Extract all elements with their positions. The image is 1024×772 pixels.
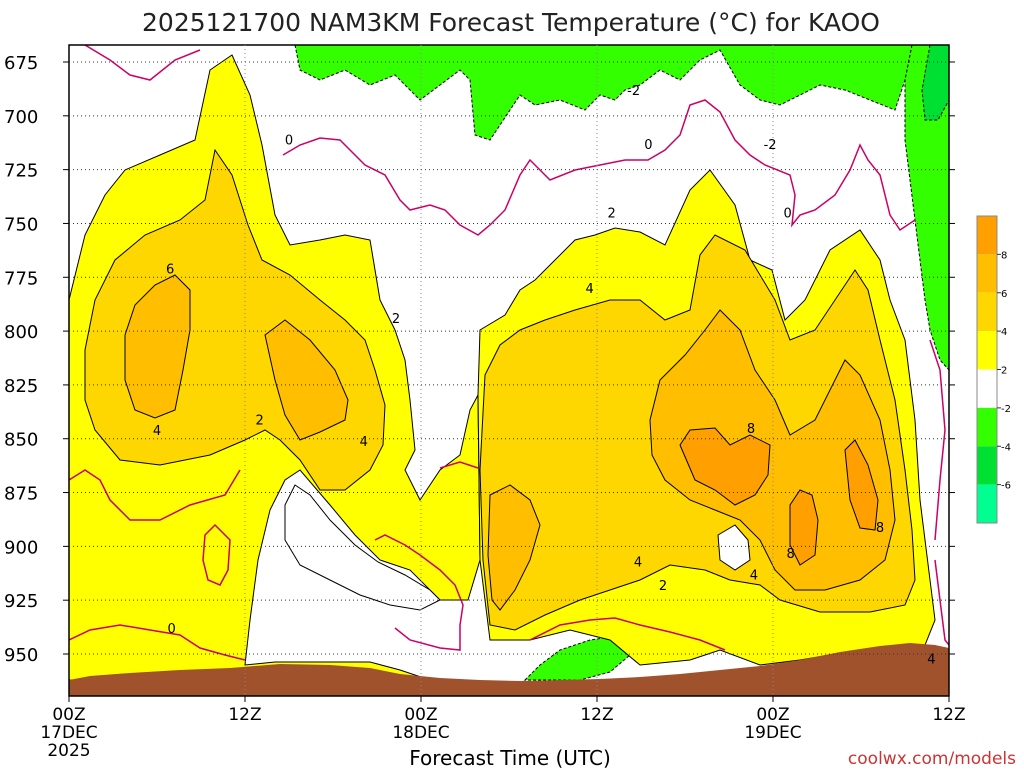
contour-label: 8: [786, 547, 794, 562]
y-tick-label: 800: [4, 322, 38, 343]
zero-contours: [69, 45, 949, 661]
y-tick-label: 925: [4, 591, 38, 612]
colorbar-tick-label: -2: [1001, 404, 1011, 415]
contour-label: 0: [784, 207, 792, 222]
x-tick-year: 2025: [47, 741, 90, 761]
colorbar-tick-label: 8: [1001, 250, 1007, 261]
colder-region-right: [921, 45, 949, 121]
warm-region-8-10-c: [844, 439, 879, 531]
contour-labels: -2 0 0 -2 0 2 6 4 2 2 4 8 4 8 8 4 4 2 0 4: [153, 84, 936, 667]
contour-label: 2: [608, 207, 616, 222]
contour-label: 8: [876, 521, 884, 536]
credit-text: coolwx.com/models: [848, 749, 1016, 768]
cool-pocket-left: [284, 484, 441, 611]
chart-title: 2025121700 NAM3KM Forecast Temperature (…: [142, 8, 880, 37]
grid-layer: [69, 45, 949, 696]
colorbar-tick-label: 6: [1001, 289, 1007, 300]
x-tick-date: 17DEC: [40, 723, 97, 743]
y-tick-label: 850: [4, 430, 38, 451]
contour-label: -2: [764, 138, 777, 153]
cold-region-upper: [294, 45, 913, 141]
contour-label: 4: [586, 282, 594, 297]
contour-label: 2: [256, 413, 264, 428]
warm-region-6-8-c: [487, 484, 541, 611]
y-tick-label: 675: [4, 53, 38, 74]
warm-region-6-8-a: [124, 274, 191, 419]
x-tick-date: 18DEC: [392, 723, 449, 743]
plot-area: [69, 45, 949, 696]
cold-region-right: [904, 45, 949, 371]
contour-label: -2: [627, 84, 640, 99]
contour-label: 2: [392, 312, 400, 327]
contour-label: 4: [360, 435, 368, 450]
contour-label: 0: [644, 138, 652, 153]
colorbar-tick-label: -6: [1001, 481, 1011, 492]
colorbar-swatch: [977, 254, 997, 293]
y-tick-label: 950: [4, 645, 38, 666]
colorbar-swatch: [977, 484, 997, 523]
x-tick-label: 00Z: [756, 705, 789, 725]
colorbar-swatch: [977, 369, 997, 408]
colorbar-swatch: [977, 216, 997, 255]
x-tick-label: 12Z: [932, 705, 965, 725]
colorbar-tick-label: 4: [1001, 327, 1007, 338]
cold-region-lower: [523, 634, 631, 681]
warm-region-8-10-a: [679, 427, 771, 506]
contour-label: 0: [285, 133, 293, 148]
colorbar-tick-label: -4: [1001, 442, 1011, 453]
x-tick-label: 12Z: [580, 705, 613, 725]
colorbar-swatch: [977, 446, 997, 485]
y-tick-label: 825: [4, 376, 38, 397]
contour-label: 4: [927, 652, 935, 667]
contour-label: 6: [166, 263, 174, 278]
y-tick-label: 725: [4, 161, 38, 182]
x-tick-label: 12Z: [228, 705, 261, 725]
terrain: [69, 643, 949, 696]
x-tick-label: 00Z: [404, 705, 437, 725]
plot-frame: [68, 44, 950, 697]
y-tick-label: 750: [4, 214, 38, 235]
contour-label: 4: [153, 424, 161, 439]
x-axis-label: Forecast Time (UTC): [409, 746, 611, 768]
colorbar-swatch: [977, 331, 997, 370]
contour-label: 0: [168, 622, 176, 637]
x-tick-date: 19DEC: [744, 723, 801, 743]
contour-label: 8: [747, 422, 755, 437]
y-tick-label: 875: [4, 484, 38, 505]
colorbar-swatch: [977, 292, 997, 332]
contour-label: 2: [659, 579, 667, 594]
contour-label: 4: [634, 555, 642, 570]
cool-pocket-center: [717, 524, 751, 571]
x-tick-label: 00Z: [52, 705, 85, 725]
y-tick-label: 775: [4, 268, 38, 289]
warm-region-6-8-b: [264, 319, 349, 441]
colorbar: 8 6 4 2 -2 -4 -6: [976, 215, 1011, 524]
y-tick-label: 900: [4, 537, 38, 558]
colorbar-swatch: [977, 407, 997, 447]
colorbar-tick-label: 2: [1001, 366, 1007, 377]
contour-label: 4: [750, 568, 758, 583]
y-tick-label: 700: [4, 107, 38, 128]
